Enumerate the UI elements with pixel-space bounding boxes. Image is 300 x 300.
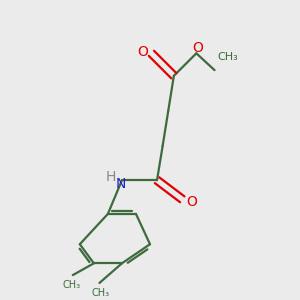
Text: CH₃: CH₃ [62, 280, 80, 290]
Text: O: O [192, 41, 203, 55]
Text: O: O [137, 45, 148, 59]
Text: CH₃: CH₃ [92, 288, 110, 298]
Text: O: O [186, 195, 197, 209]
Text: CH₃: CH₃ [218, 52, 238, 62]
Text: N: N [115, 177, 126, 191]
Text: H: H [106, 170, 116, 184]
